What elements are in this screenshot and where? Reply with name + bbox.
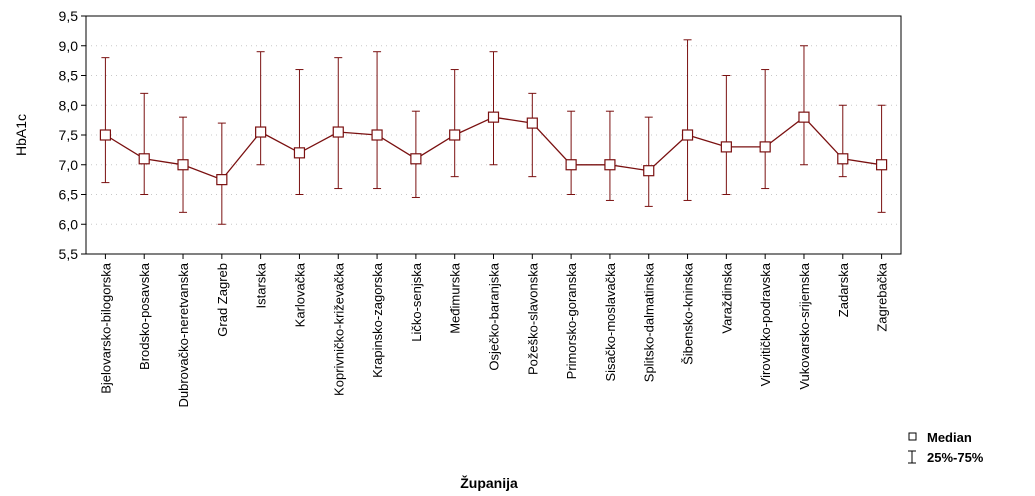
whisker bbox=[567, 110, 576, 195]
median-marker bbox=[410, 153, 422, 165]
x-axis-label: Županija bbox=[460, 474, 518, 491]
y-tick-label: 7,0 bbox=[59, 157, 79, 173]
x-tick-label: Sisačko-moslavačka bbox=[603, 262, 618, 381]
median-markers bbox=[99, 111, 888, 186]
x-tick-label: Požeško-slavonska bbox=[525, 262, 540, 375]
legend-range-icon bbox=[908, 450, 916, 464]
median-marker bbox=[526, 117, 538, 129]
median-marker bbox=[798, 111, 810, 123]
x-tick-label: Međimurska bbox=[448, 262, 463, 334]
x-tick-label: Grad Zagreb bbox=[215, 263, 230, 337]
whisker bbox=[256, 51, 265, 166]
median-marker bbox=[371, 129, 383, 141]
y-tick-label: 8,0 bbox=[59, 97, 79, 113]
y-axis-label: HbA1c bbox=[13, 114, 29, 156]
y-tick-label: 8,5 bbox=[59, 68, 79, 84]
x-tick-label: Šibensko-kninska bbox=[681, 262, 696, 365]
y-tick-label: 6,0 bbox=[59, 216, 79, 232]
whiskers bbox=[101, 39, 886, 225]
median-marker bbox=[138, 153, 150, 165]
median-marker bbox=[643, 165, 655, 177]
x-tick-label: Osječko-baranjska bbox=[487, 262, 502, 370]
median-marker bbox=[875, 159, 888, 171]
median-marker bbox=[293, 147, 306, 159]
whisker bbox=[761, 69, 770, 190]
median-marker bbox=[177, 159, 189, 171]
x-tick-label: Splitsko-dalmatinska bbox=[642, 262, 657, 382]
x-tick-label: Dubrovačko-neretvanska bbox=[176, 262, 191, 407]
whisker bbox=[373, 51, 382, 190]
x-tick-label: Vukovarsko-srijemska bbox=[797, 262, 812, 389]
median-marker bbox=[216, 174, 228, 186]
whisker bbox=[489, 51, 498, 166]
median-marker bbox=[487, 111, 500, 123]
whisker bbox=[683, 39, 692, 201]
whisker bbox=[644, 116, 653, 207]
median-marker bbox=[759, 141, 771, 153]
whisker bbox=[799, 45, 808, 166]
whisker bbox=[838, 104, 847, 178]
y-tick-label: 5,5 bbox=[59, 246, 79, 262]
x-tick-label: Varaždinska bbox=[719, 262, 734, 333]
median-marker bbox=[681, 129, 694, 141]
median-marker bbox=[837, 153, 849, 165]
median-marker bbox=[604, 159, 616, 171]
whisker bbox=[605, 110, 614, 201]
y-tick-label: 9,5 bbox=[59, 8, 79, 24]
whisker bbox=[528, 92, 537, 178]
median-marker bbox=[565, 159, 577, 171]
whisker bbox=[217, 122, 226, 225]
whisker bbox=[140, 92, 149, 195]
x-tick-label: Zadarska bbox=[836, 262, 851, 317]
x-tick-label: Ličko-senjska bbox=[409, 262, 424, 342]
median-marker bbox=[449, 129, 461, 141]
whisker bbox=[450, 69, 459, 178]
legend: Median 25%-75% bbox=[908, 430, 984, 465]
median-marker bbox=[99, 129, 112, 141]
x-tick-label: Koprivničko-križevačka bbox=[331, 262, 346, 396]
y-tick-label: 6,5 bbox=[59, 187, 79, 203]
x-tick-label: Krapinsko-zagorska bbox=[370, 262, 385, 378]
x-tick-label: Primorsko-goranska bbox=[564, 262, 579, 379]
legend-median-label: Median bbox=[927, 430, 972, 445]
x-tick-label: Zagrebačka bbox=[875, 262, 890, 331]
x-tick-label: Bjelovarsko-bilogorska bbox=[98, 262, 113, 394]
whisker bbox=[722, 75, 731, 195]
median-marker bbox=[255, 126, 267, 138]
legend-median-icon bbox=[908, 432, 917, 441]
x-tick-label: Brodsko-posavska bbox=[137, 262, 152, 370]
whisker bbox=[334, 57, 343, 190]
whisker bbox=[295, 69, 304, 195]
y-tick-label: 9,0 bbox=[59, 38, 79, 54]
whisker bbox=[101, 57, 110, 184]
y-tick-label: 7,5 bbox=[59, 127, 79, 143]
x-tick-label: Istarska bbox=[254, 262, 269, 308]
whisker bbox=[877, 104, 886, 213]
x-tick-label: Virovitičko-podravska bbox=[758, 262, 773, 386]
median-marker bbox=[720, 141, 732, 153]
x-axis: Bjelovarsko-bilogorska Brodsko-posavska Du… bbox=[98, 254, 890, 408]
median-marker bbox=[332, 126, 344, 138]
x-tick-label: Karlovačka bbox=[292, 262, 307, 327]
legend-range-label: 25%-75% bbox=[927, 450, 984, 465]
y-axis: 5,5 6,0 6,5 7,0 7,5 8,0 8,5 9,0 9,5 bbox=[59, 8, 86, 262]
